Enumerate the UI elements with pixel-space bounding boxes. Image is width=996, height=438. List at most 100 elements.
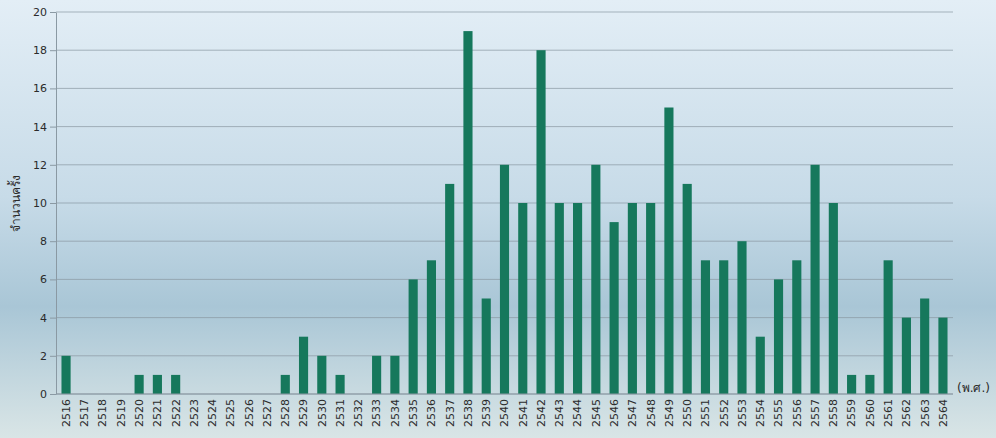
x-tick-label: 2520: [133, 399, 146, 427]
x-axis-title: (พ.ศ.): [957, 381, 990, 395]
x-tick-label: 2516: [60, 399, 73, 427]
x-tick-label: 2560: [864, 399, 877, 427]
bar: [536, 50, 545, 394]
bar: [317, 356, 326, 394]
x-tick-label: 2547: [626, 399, 639, 427]
bar: [719, 260, 728, 394]
bars: [61, 31, 947, 394]
y-tick-label: 16: [33, 82, 47, 95]
x-axis: 2516251725182519252025212522252325242525…: [56, 394, 953, 427]
y-tick: 4: [40, 312, 56, 325]
bar: [153, 375, 162, 394]
x-tick: 2516: [60, 394, 73, 427]
bar: [336, 375, 345, 394]
bar: [792, 260, 801, 394]
x-tick-label: 2535: [407, 399, 420, 427]
bar: [646, 203, 655, 394]
x-tick: 2553: [736, 394, 749, 427]
bar: [409, 279, 418, 394]
x-tick: 2556: [791, 394, 804, 427]
x-tick: 2560: [864, 394, 877, 427]
y-tick-label: 8: [40, 235, 47, 248]
x-tick-label: 2542: [535, 399, 548, 427]
x-tick: 2529: [297, 394, 310, 427]
x-tick-label: 2548: [645, 399, 658, 427]
x-tick: 2547: [626, 394, 639, 427]
x-tick-label: 2553: [736, 399, 749, 427]
bar: [628, 203, 637, 394]
x-tick-label: 2561: [882, 399, 895, 427]
x-tick-label: 2545: [590, 399, 603, 427]
y-tick: 16: [33, 82, 56, 95]
y-tick-label: 18: [33, 44, 47, 57]
y-tick: 20: [33, 6, 56, 19]
x-tick-label: 2538: [462, 399, 475, 427]
y-axis: 02468101214161820: [33, 6, 57, 401]
x-tick-label: 2519: [115, 399, 128, 427]
x-tick: 2543: [553, 394, 566, 427]
x-tick-label: 2528: [279, 399, 292, 427]
x-tick-label: 2517: [78, 399, 91, 427]
grid: [56, 12, 953, 394]
x-tick-label: 2537: [444, 399, 457, 427]
x-tick-label: 2521: [151, 399, 164, 427]
y-tick: 6: [40, 273, 56, 286]
x-tick-label: 2563: [919, 399, 932, 427]
x-tick: 2544: [571, 394, 584, 427]
grid-line: [56, 88, 953, 89]
y-tick-label: 6: [40, 273, 47, 286]
y-axis-line: [56, 13, 57, 395]
x-tick: 2527: [261, 394, 274, 427]
bar: [281, 375, 290, 394]
x-tick: 2535: [407, 394, 420, 427]
x-tick: 2545: [590, 394, 603, 427]
y-tick: 10: [33, 197, 56, 210]
chart-svg: (พ.ศ.)0246810121416182025162517251825192…: [0, 0, 996, 438]
grid-line: [56, 394, 953, 395]
x-tick: 2540: [498, 394, 511, 427]
bar: [664, 108, 673, 395]
bar: [920, 299, 929, 395]
x-tick: 2551: [699, 394, 712, 427]
x-tick-label: 2526: [243, 399, 256, 427]
x-tick-label: 2518: [96, 399, 109, 427]
bar: [135, 375, 144, 394]
x-tick-label: 2525: [224, 399, 237, 427]
grid-line: [56, 50, 953, 51]
bar: [445, 184, 454, 394]
x-axis-line: [56, 394, 953, 395]
x-tick-label: 2551: [699, 399, 712, 427]
x-tick: 2534: [389, 394, 402, 427]
x-tick-label: 2533: [370, 399, 383, 427]
bar: [902, 318, 911, 394]
x-tick: 2536: [425, 394, 438, 427]
x-tick: 2526: [243, 394, 256, 427]
x-tick: 2518: [96, 394, 109, 427]
x-tick: 2563: [919, 394, 932, 427]
x-tick-label: 2529: [297, 399, 310, 427]
x-tick: 2537: [444, 394, 457, 427]
bar: [555, 203, 564, 394]
x-tick: 2522: [170, 394, 183, 427]
bar: [811, 165, 820, 394]
grid-line: [56, 126, 953, 127]
bar: [610, 222, 619, 394]
bar: [299, 337, 308, 394]
x-tick-label: 2554: [754, 399, 767, 427]
bar: [500, 165, 509, 394]
x-tick: 2532: [352, 394, 365, 427]
bar: [482, 299, 491, 395]
background: [0, 0, 996, 438]
x-tick-label: 2543: [553, 399, 566, 427]
x-tick: 2557: [809, 394, 822, 427]
y-tick-label: 20: [33, 6, 47, 19]
bar: [938, 318, 947, 394]
x-tick-label: 2558: [827, 399, 840, 427]
y-tick-label: 0: [40, 388, 47, 401]
bar: [591, 165, 600, 394]
y-tick-label: 14: [33, 121, 47, 134]
x-tick: 2555: [772, 394, 785, 427]
x-tick-label: 2539: [480, 399, 493, 427]
x-tick: 2549: [663, 394, 676, 427]
x-tick-label: 2562: [900, 399, 913, 427]
